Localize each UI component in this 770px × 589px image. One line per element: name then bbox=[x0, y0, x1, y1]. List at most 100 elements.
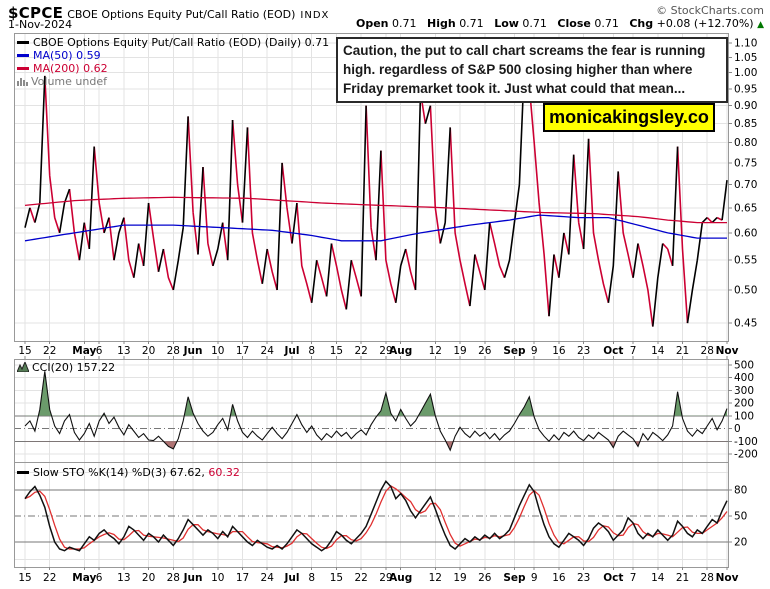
svg-text:15: 15 bbox=[330, 345, 343, 357]
copyright-link: © StockCharts.com bbox=[656, 4, 764, 17]
svg-text:7: 7 bbox=[630, 345, 637, 357]
open-label: Open bbox=[355, 17, 389, 30]
svg-text:19: 19 bbox=[453, 345, 466, 357]
svg-text:15: 15 bbox=[18, 572, 31, 584]
svg-text:0.50: 0.50 bbox=[734, 285, 757, 297]
svg-text:17: 17 bbox=[236, 572, 249, 584]
svg-text:10: 10 bbox=[211, 572, 224, 584]
low-label: Low bbox=[494, 17, 519, 30]
svg-text:400: 400 bbox=[734, 372, 754, 384]
chg-label: Chg bbox=[629, 17, 654, 30]
high-label: High bbox=[427, 17, 456, 30]
cci-line bbox=[24, 371, 728, 452]
svg-text:100: 100 bbox=[734, 410, 754, 422]
close-label: Close bbox=[557, 17, 591, 30]
svg-text:22: 22 bbox=[354, 572, 367, 584]
svg-text:19: 19 bbox=[453, 572, 466, 584]
exchange-label: INDX bbox=[300, 10, 330, 21]
svg-text:200: 200 bbox=[734, 398, 754, 410]
svg-text:0.90: 0.90 bbox=[734, 100, 757, 112]
svg-text:22: 22 bbox=[43, 572, 56, 584]
svg-text:Oct: Oct bbox=[603, 572, 623, 584]
svg-text:12: 12 bbox=[429, 345, 442, 357]
svg-text:50: 50 bbox=[734, 511, 747, 523]
low-value: 0.71 bbox=[522, 17, 547, 30]
annotation-box: Caution, the put to call chart screams t… bbox=[336, 37, 728, 104]
svg-text:0.85: 0.85 bbox=[734, 118, 757, 130]
volume-legend-label: Volume undef bbox=[31, 75, 107, 88]
svg-text:0.65: 0.65 bbox=[734, 202, 757, 214]
svg-text:Sep: Sep bbox=[503, 572, 526, 584]
ma200-swatch bbox=[17, 66, 29, 70]
svg-text:21: 21 bbox=[676, 572, 689, 584]
svg-text:9: 9 bbox=[531, 572, 538, 584]
svg-text:1.05: 1.05 bbox=[734, 52, 757, 64]
svg-text:13: 13 bbox=[117, 572, 130, 584]
svg-text:0.95: 0.95 bbox=[734, 83, 757, 95]
svg-text:0.75: 0.75 bbox=[734, 157, 757, 169]
svg-text:Nov: Nov bbox=[716, 345, 739, 357]
svg-text:6: 6 bbox=[96, 572, 103, 584]
sto-k-line bbox=[24, 480, 728, 552]
sto-d-value: 60.32 bbox=[208, 466, 240, 479]
cci-legend: CCI(20) 157.22 bbox=[16, 360, 116, 374]
svg-text:21: 21 bbox=[676, 345, 689, 357]
cci-overbought-fill bbox=[25, 371, 727, 416]
svg-text:0.60: 0.60 bbox=[734, 227, 757, 239]
chg-value: +0.08 (+12.70%) bbox=[656, 17, 754, 30]
svg-text:0.55: 0.55 bbox=[734, 255, 757, 267]
svg-text:23: 23 bbox=[577, 345, 590, 357]
up-arrow-icon: ▲ bbox=[757, 20, 764, 30]
svg-text:12: 12 bbox=[429, 572, 442, 584]
svg-text:10: 10 bbox=[211, 345, 224, 357]
page-title: CBOE Options Equity Put/Call Ratio (EOD) bbox=[67, 8, 296, 21]
svg-text:1.10: 1.10 bbox=[734, 37, 757, 49]
symbol: $CPCE bbox=[8, 4, 64, 22]
ma50-legend-label: MA(50) 0.59 bbox=[33, 49, 101, 62]
svg-text:Aug: Aug bbox=[389, 345, 412, 357]
sto-legend-label: Slow STO %K(14) %D(3) 67.62, bbox=[33, 466, 205, 479]
svg-text:500: 500 bbox=[734, 359, 754, 371]
svg-text:9: 9 bbox=[531, 345, 538, 357]
cci-legend-label: CCI(20) 157.22 bbox=[32, 361, 116, 374]
high-value: 0.71 bbox=[459, 17, 484, 30]
svg-text:80: 80 bbox=[734, 485, 747, 497]
volume-bars-icon bbox=[17, 78, 28, 86]
axis-labels: 1.10 1.05 1.00 0.95 0.90 0.85 0.80 0.75 0.70 0.65… bbox=[18, 37, 758, 584]
svg-text:16: 16 bbox=[552, 572, 566, 584]
chart-date: 1-Nov-2024 bbox=[8, 18, 73, 31]
svg-text:22: 22 bbox=[43, 345, 56, 357]
svg-text:May: May bbox=[72, 572, 96, 584]
svg-text:20: 20 bbox=[142, 572, 155, 584]
svg-text:14: 14 bbox=[651, 345, 665, 357]
price-line-up bbox=[24, 66, 728, 327]
svg-text:29: 29 bbox=[379, 572, 392, 584]
header: $CPCE CBOE Options Equity Put/Call Ratio … bbox=[8, 3, 329, 22]
svg-text:28: 28 bbox=[701, 572, 714, 584]
legend-price-row: CBOE Options Equity Put/Call Ratio (EOD)… bbox=[17, 36, 329, 49]
svg-text:May: May bbox=[72, 345, 96, 357]
svg-text:Jul: Jul bbox=[283, 345, 299, 357]
svg-text:1.00: 1.00 bbox=[734, 67, 757, 79]
svg-text:6: 6 bbox=[96, 345, 103, 357]
svg-text:14: 14 bbox=[651, 572, 665, 584]
legend-ma50-row: MA(50) 0.59 bbox=[17, 49, 329, 62]
svg-text:28: 28 bbox=[701, 345, 714, 357]
ma200-legend-label: MA(200) 0.62 bbox=[33, 62, 108, 75]
svg-text:29: 29 bbox=[379, 345, 392, 357]
svg-text:Nov: Nov bbox=[716, 572, 739, 584]
svg-text:20: 20 bbox=[734, 537, 747, 549]
watermark-badge: monicakingsley.co bbox=[543, 103, 715, 132]
stochastic-panel bbox=[24, 480, 728, 552]
ohlc-readout: Open 0.71 High 0.71 Low 0.71 Close 0.71 … bbox=[349, 17, 764, 30]
svg-text:7: 7 bbox=[630, 572, 637, 584]
svg-text:22: 22 bbox=[354, 345, 367, 357]
legend-volume-row: Volume undef bbox=[17, 75, 329, 88]
svg-text:28: 28 bbox=[167, 345, 180, 357]
svg-text:Sep: Sep bbox=[503, 345, 526, 357]
panel-borders bbox=[14, 33, 729, 568]
svg-text:-100: -100 bbox=[734, 436, 758, 448]
open-value: 0.71 bbox=[392, 17, 417, 30]
svg-text:16: 16 bbox=[552, 345, 566, 357]
